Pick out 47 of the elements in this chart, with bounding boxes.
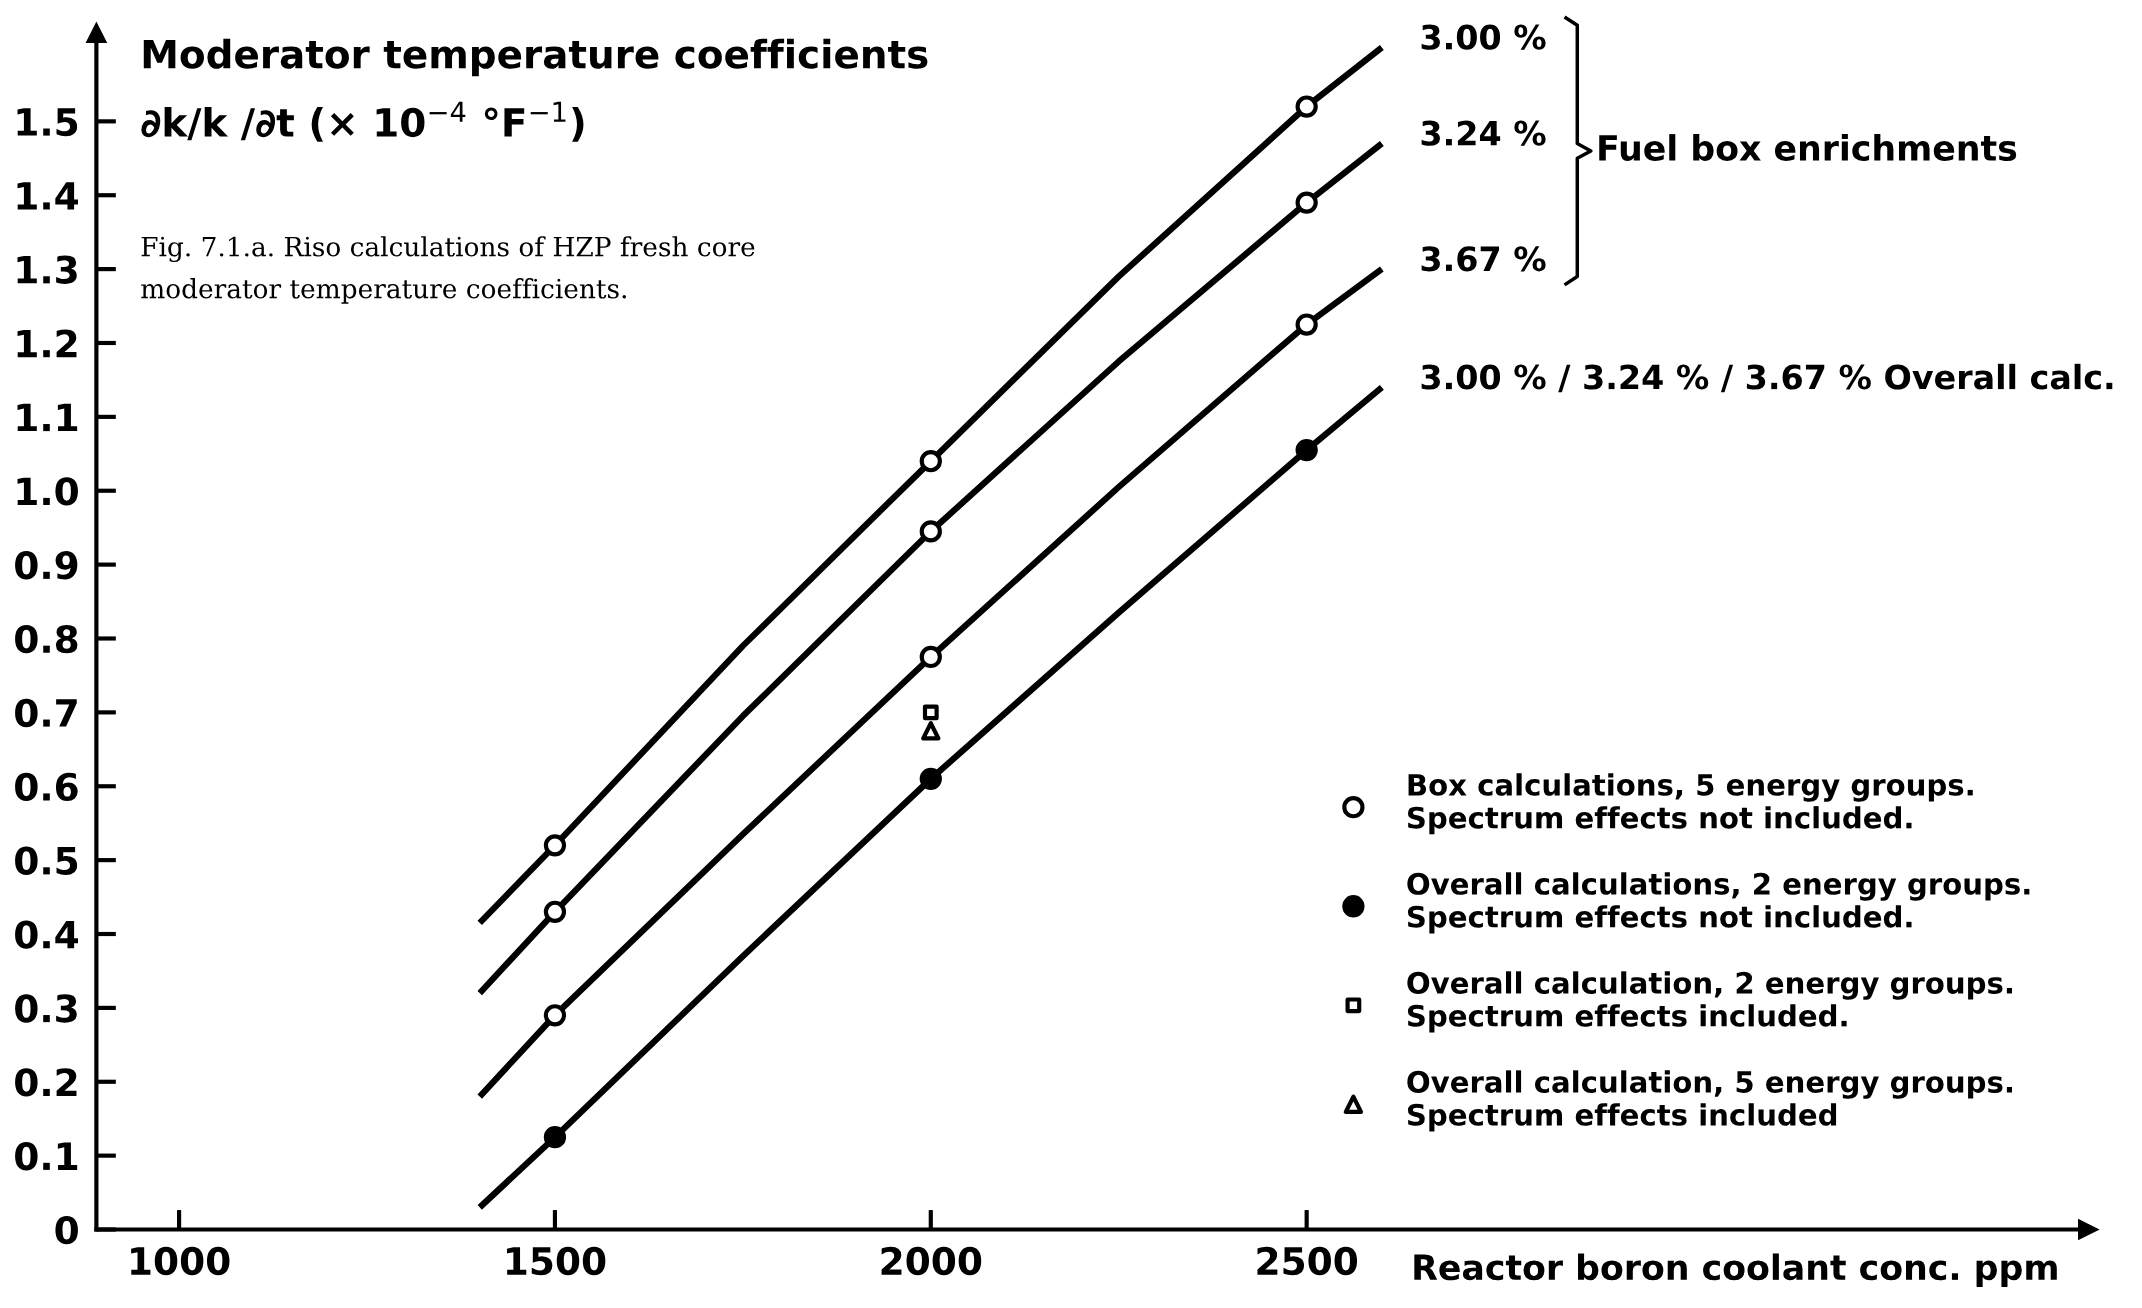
- annotation: Fuel box enrichments: [1599, 134, 2017, 161]
- y-tick-label: 0.8: [15, 624, 78, 654]
- series-label: 3.67 %: [1421, 246, 1546, 272]
- point: [543, 900, 567, 923]
- x-tick-label: 1500: [506, 1246, 606, 1276]
- chart-title: Moderator temperature coefficients: [143, 38, 928, 77]
- y-tick-label: 1.4: [17, 182, 78, 210]
- annotation: Fig. 7.1.a. Riso calculations of HZP fresh core moderator temperature coefficients.: [141, 236, 755, 304]
- series-label: 3.00 % / 3.24 % / 3.67 % Overall calc.: [1421, 363, 2113, 393]
- y-tick-label: 0.3: [15, 994, 77, 1023]
- point: [919, 450, 942, 473]
- legend-label: Overall calculations, 2 energy groups. Spectrum effects not included.: [1407, 872, 2030, 934]
- y-tick-label: 1.2: [17, 329, 77, 358]
- series-label: 3.24 %: [1421, 120, 1546, 146]
- point: [1295, 95, 1318, 118]
- point: [1295, 313, 1318, 336]
- y-tick-label: 0.5: [15, 846, 78, 875]
- y-tick-label: 0.9: [15, 551, 78, 580]
- legend-label: Box calculations, 5 energy groups. Spectrum effects not included.: [1407, 773, 1973, 835]
- point: [543, 1126, 567, 1149]
- point: [919, 767, 942, 791]
- y-tick-label: 1.1: [17, 403, 78, 432]
- y-tick-label: 1.5: [17, 108, 78, 137]
- point: [543, 834, 567, 857]
- legend-label: Overall calculation, 5 energy groups. Spectrum effects included: [1407, 1070, 2012, 1132]
- y-tick-label: 0.7: [15, 698, 77, 728]
- legend-label: Overall calculation, 2 energy groups. Spectrum effects included.: [1407, 971, 2012, 1033]
- point: [543, 1004, 567, 1027]
- point: [1295, 191, 1318, 214]
- point: [1295, 438, 1318, 462]
- y-axis-title: ∂k/k /∂t (× 10$^{−4}$ °F$^{−1}$): [141, 101, 584, 142]
- y-tick-label: 0.4: [15, 920, 78, 949]
- y-tick-label: 1.3: [17, 255, 77, 284]
- point: [922, 704, 939, 721]
- point: [919, 520, 942, 543]
- series-label: 3.00 %: [1421, 24, 1546, 50]
- y-tick-label: 0.2: [15, 1068, 77, 1097]
- x-tick-label: 2000: [881, 1246, 982, 1276]
- y-tick-label: 1.0: [17, 477, 78, 506]
- x-axis-title: Reactor boron coolant conc. ppm: [1414, 1253, 2057, 1288]
- point: [919, 645, 942, 669]
- point: [921, 721, 941, 741]
- y-tick-label: 0.6: [15, 772, 78, 802]
- x-tick-label: 2500: [1257, 1246, 1358, 1276]
- y-tick-label: 0.1: [15, 1142, 78, 1171]
- y-tick-label: 0: [55, 1215, 78, 1245]
- x-tick-label: 1000: [131, 1246, 230, 1276]
